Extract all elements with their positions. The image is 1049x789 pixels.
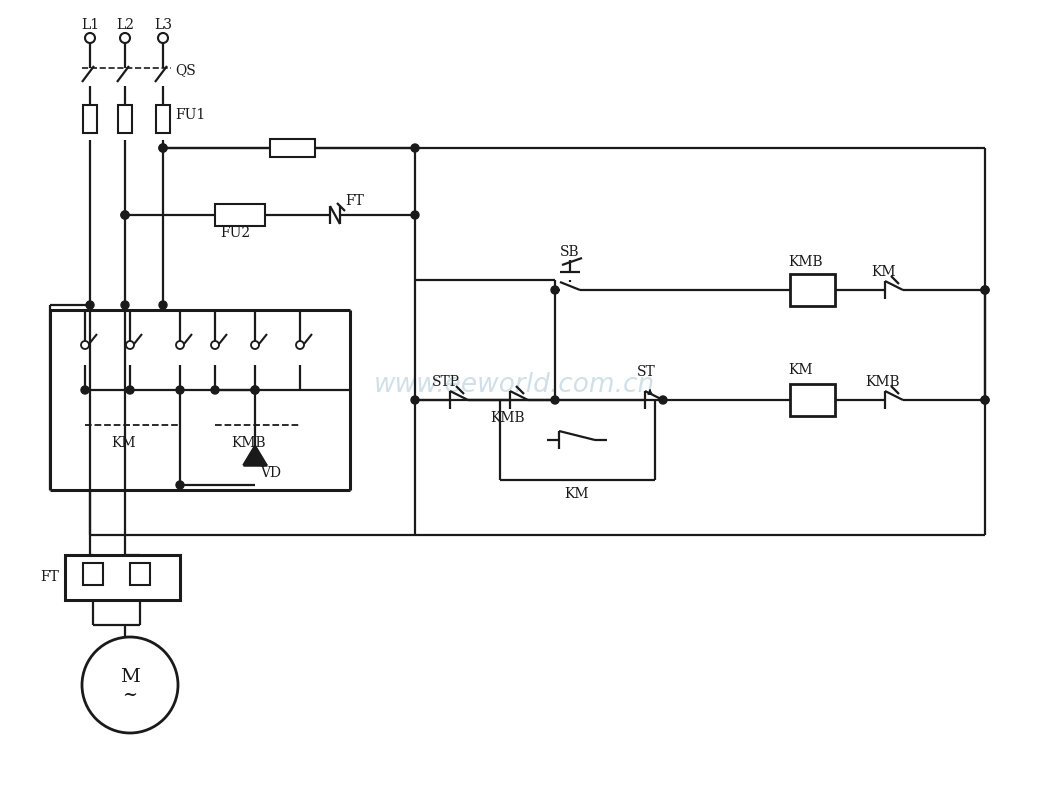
- Text: www.eeworld.com.cn: www.eeworld.com.cn: [373, 372, 655, 398]
- Circle shape: [981, 396, 989, 404]
- Circle shape: [159, 301, 167, 309]
- Bar: [215, 204, 265, 226]
- Text: ~: ~: [123, 686, 137, 704]
- Circle shape: [158, 33, 168, 43]
- Circle shape: [411, 144, 419, 152]
- Bar: [65, 555, 180, 600]
- Text: KMB: KMB: [232, 436, 266, 450]
- Circle shape: [551, 396, 559, 404]
- Text: FU2: FU2: [220, 226, 250, 240]
- Text: M: M: [120, 668, 140, 686]
- Text: FU1: FU1: [175, 108, 206, 122]
- Circle shape: [981, 396, 989, 404]
- Bar: [130, 563, 150, 585]
- Circle shape: [411, 211, 419, 219]
- Circle shape: [86, 301, 94, 309]
- Circle shape: [159, 144, 167, 152]
- Text: KMB: KMB: [788, 255, 822, 269]
- Text: STP: STP: [432, 375, 461, 389]
- Circle shape: [296, 341, 304, 349]
- Circle shape: [120, 33, 130, 43]
- Text: VD: VD: [260, 466, 281, 480]
- Text: KM: KM: [788, 363, 813, 377]
- Circle shape: [176, 341, 184, 349]
- Text: QS: QS: [175, 63, 196, 77]
- Circle shape: [659, 396, 667, 404]
- Circle shape: [81, 341, 89, 349]
- Circle shape: [85, 33, 95, 43]
- Bar: [83, 105, 97, 133]
- Circle shape: [981, 286, 989, 294]
- Circle shape: [121, 211, 129, 219]
- Circle shape: [981, 286, 989, 294]
- Text: KMB: KMB: [490, 411, 524, 425]
- Circle shape: [211, 341, 219, 349]
- Bar: [270, 139, 315, 157]
- Circle shape: [121, 211, 129, 219]
- Bar: [117, 105, 132, 133]
- Circle shape: [159, 144, 167, 152]
- Circle shape: [176, 481, 184, 489]
- Circle shape: [551, 286, 559, 294]
- Text: ST: ST: [637, 365, 656, 379]
- Text: L3: L3: [154, 18, 172, 32]
- Bar: [156, 105, 170, 133]
- Bar: [790, 274, 835, 306]
- Text: L1: L1: [81, 18, 99, 32]
- Circle shape: [176, 386, 184, 394]
- Text: KM: KM: [871, 265, 896, 279]
- Text: KMB: KMB: [865, 375, 900, 389]
- Circle shape: [251, 341, 259, 349]
- Text: FT: FT: [345, 194, 364, 208]
- Text: L2: L2: [116, 18, 134, 32]
- Circle shape: [126, 386, 134, 394]
- Circle shape: [81, 386, 89, 394]
- Circle shape: [411, 396, 419, 404]
- Circle shape: [211, 386, 219, 394]
- Polygon shape: [243, 445, 267, 465]
- Circle shape: [121, 301, 129, 309]
- Text: KM: KM: [564, 487, 590, 501]
- Circle shape: [251, 386, 259, 394]
- Text: SB: SB: [560, 245, 580, 259]
- Circle shape: [82, 637, 178, 733]
- Circle shape: [126, 341, 134, 349]
- Circle shape: [251, 386, 259, 394]
- Bar: [83, 563, 103, 585]
- Text: KM: KM: [112, 436, 136, 450]
- Bar: [790, 384, 835, 416]
- Text: FT: FT: [40, 570, 59, 584]
